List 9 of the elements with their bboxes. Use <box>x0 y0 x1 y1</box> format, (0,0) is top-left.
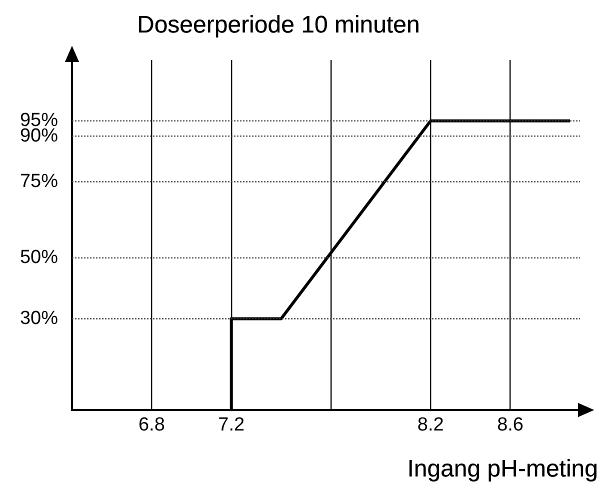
x-tick-label: 8.2 <box>417 414 444 436</box>
y-tick-label: 30% <box>20 308 58 329</box>
y-tick-label: 75% <box>20 170 58 192</box>
y-tick-label: 50% <box>20 247 58 268</box>
y-axis-title: Doseerperiode 10 minuten <box>137 12 420 39</box>
x-tick-label: 6.8 <box>138 414 165 436</box>
x-axis-title: Ingang pH-meting <box>407 456 598 483</box>
x-tick-label: 7.2 <box>218 414 245 436</box>
x-tick-label: 8.6 <box>497 414 524 436</box>
